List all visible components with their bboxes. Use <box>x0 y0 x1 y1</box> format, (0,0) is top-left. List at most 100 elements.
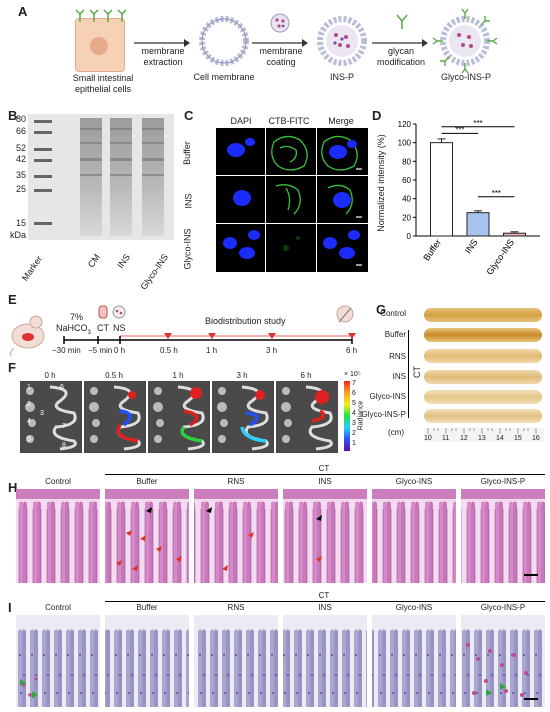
glyco-ins-p-illustration <box>432 8 498 74</box>
mouse-icon <box>9 315 45 356</box>
glycan-icon <box>396 14 408 29</box>
e-ns: NS <box>113 323 126 333</box>
category-label: INS <box>463 237 480 255</box>
row-glyco-ins: Glyco-INS <box>182 228 193 270</box>
step-glycan-modification: glycan modification <box>376 46 426 67</box>
i-ct-bar <box>105 601 545 602</box>
e-study: Biodistribution study <box>205 316 286 326</box>
dissection-icon <box>336 305 354 323</box>
organ-num: 1 <box>27 384 31 391</box>
y-tick-label: 20 <box>402 213 411 222</box>
g-row-glyco-ins-p: Glyco-INS-P <box>361 410 406 419</box>
col-merge: Merge <box>328 116 354 126</box>
f-time: 6 h <box>300 371 312 380</box>
scale-tick: 5 <box>352 400 356 407</box>
e-time: 1 h <box>206 346 218 355</box>
panel-label-b: B <box>8 108 18 123</box>
significance-label: *** <box>473 119 482 128</box>
ins-p-illustration <box>317 16 367 66</box>
ruler-tick: 11 <box>442 435 450 442</box>
panel-label-g: G <box>376 302 387 317</box>
organ-num: 5 <box>27 436 31 443</box>
ruler <box>424 428 544 442</box>
g-row-ins: INS <box>392 372 406 381</box>
ns-nanoparticle-icon <box>112 305 126 319</box>
e-time: −5 min <box>88 346 113 355</box>
g-row-rns: RNS <box>389 352 406 361</box>
e-time: 3 h <box>266 346 278 355</box>
he-stain-images <box>16 489 545 583</box>
organ-num: 7 <box>62 423 66 430</box>
ihc-stain-images <box>16 615 545 707</box>
ins-p-label: INS-P <box>329 72 354 82</box>
f-time: 0.5 h <box>105 371 123 380</box>
i-col: Control <box>45 603 71 612</box>
scale-tick: 3 <box>352 420 356 427</box>
organ-num: 6 <box>60 384 64 391</box>
h-col: INS <box>318 477 332 486</box>
ladder-label: 42 <box>15 154 26 164</box>
g-row-control: Control <box>380 309 406 318</box>
intestine-ins <box>424 370 542 384</box>
intestine-control <box>424 308 542 322</box>
g-row-buffer: Buffer <box>384 330 406 339</box>
epithelial-cells-illustration <box>75 18 125 72</box>
ruler-tick: 12 <box>460 435 468 442</box>
f-time: 1 h <box>172 371 184 380</box>
e-nahco3: NaHCO3 <box>56 323 91 336</box>
y-tick-label: 60 <box>402 176 411 185</box>
ct-tube-icon <box>98 305 108 319</box>
scale-tick: 4 <box>352 410 356 417</box>
ruler-tick: 14 <box>496 435 504 442</box>
h-ct-label: CT <box>318 464 330 473</box>
e-ct: CT <box>97 323 109 333</box>
ruler-tick: 16 <box>532 435 540 442</box>
i-col: RNS <box>227 603 245 612</box>
ins-nanoparticle-icon <box>270 13 290 33</box>
scale-tick: 7 <box>352 380 356 387</box>
y-tick-label: 80 <box>402 157 411 166</box>
scale-tick: 2 <box>352 430 356 437</box>
i-ct-label: CT <box>318 591 330 600</box>
e-pre-percent: 7% <box>70 312 84 322</box>
i-col: INS <box>318 603 332 612</box>
cell-membrane-label: Cell membrane <box>193 72 255 82</box>
g-ruler-unit: (cm) <box>388 428 404 437</box>
panel-label-e: E <box>8 292 17 307</box>
col-ctb-fitc: CTB-FITC <box>268 116 310 126</box>
ladder-label: 15 <box>15 218 26 228</box>
panel-label-c: C <box>184 108 194 123</box>
h-col: Control <box>45 477 71 486</box>
h-col: Glyco-INS <box>395 477 433 486</box>
y-tick-label: 40 <box>402 195 411 204</box>
membrane-glycan-icon <box>75 9 127 22</box>
i-col: Buffer <box>136 603 158 612</box>
h-ct-bar <box>105 474 545 475</box>
g-ct-label: CT <box>412 366 422 378</box>
ladder-label: 25 <box>15 184 26 194</box>
confocal-images <box>216 128 368 272</box>
bar <box>430 142 453 237</box>
significance-label: *** <box>455 125 464 134</box>
y-tick-label: 0 <box>407 232 412 241</box>
organ-num: 2 <box>27 401 31 408</box>
row-ins: INS <box>183 193 194 209</box>
h-col: Buffer <box>136 477 158 486</box>
arrow-icon <box>252 39 308 47</box>
cell-membrane-illustration <box>199 16 249 66</box>
step-membrane-extraction: membrane extraction <box>141 46 185 67</box>
e-time: −30 min <box>52 346 81 355</box>
ruler-tick: 15 <box>514 435 522 442</box>
h-col: RNS <box>227 477 245 486</box>
panel-label-i: I <box>8 600 12 615</box>
intestine-buffer <box>424 328 542 342</box>
g-ct-bracket <box>408 330 409 418</box>
col-dapi: DAPI <box>230 116 252 126</box>
timeline <box>63 333 356 344</box>
ladder-label: 66 <box>15 126 26 136</box>
ruler-tick: 13 <box>478 435 486 442</box>
e-time: 0.5 h <box>160 346 178 355</box>
row-buffer: Buffer <box>181 141 192 165</box>
ladder-label: 52 <box>15 143 26 153</box>
bar <box>466 212 490 237</box>
